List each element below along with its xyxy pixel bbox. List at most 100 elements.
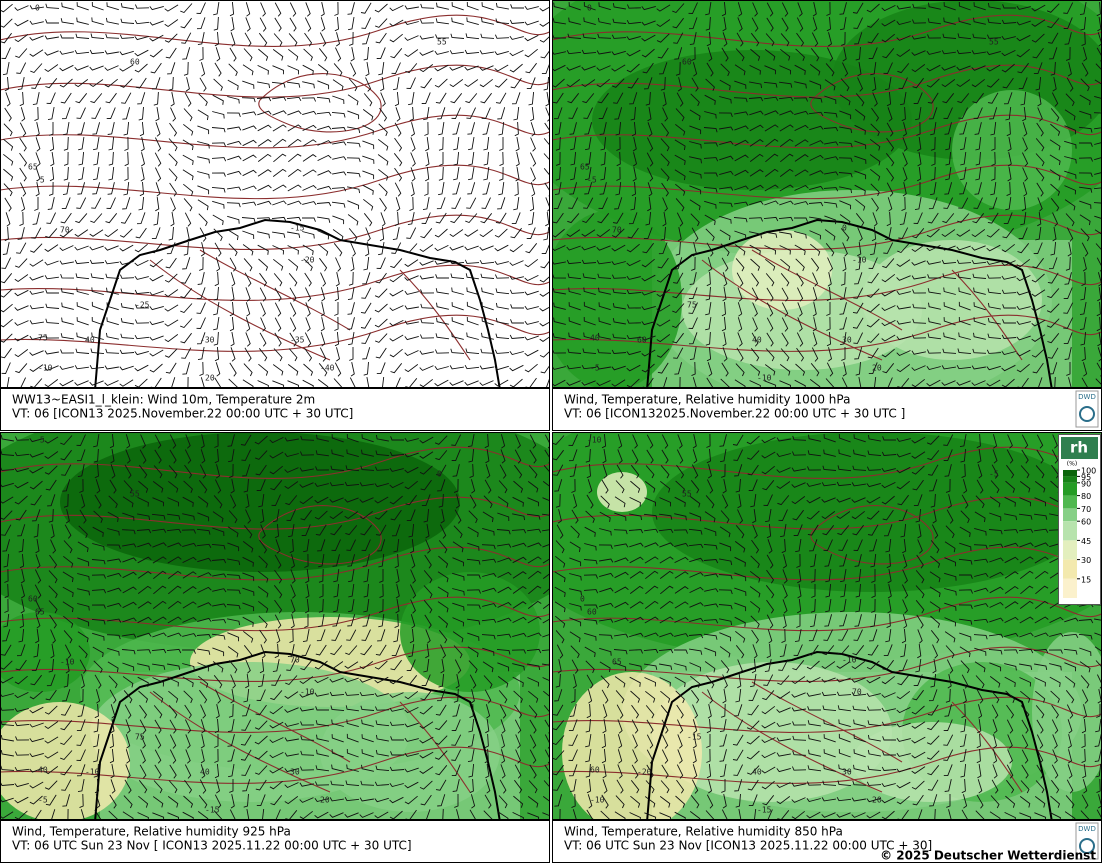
contour-label: 40 (38, 766, 48, 775)
contour-label: 0 (587, 4, 592, 13)
contour-label: -5 (989, 470, 999, 479)
contour-label: 40 (85, 336, 95, 345)
contour-label: 60 (130, 58, 140, 67)
map-frame (0, 432, 550, 820)
contour-label: -35 (290, 336, 305, 345)
contour-label: 40 (752, 336, 762, 345)
contour-label: -5 (38, 796, 48, 805)
wind-barbs (552, 1, 1102, 388)
contour-label: -10 (300, 688, 315, 697)
caption-title: WW13~EASI1_l_klein: Wind 10m, Temperatur… (12, 393, 315, 407)
map-panel: 0 55 60 65 -5 70 -10 -15 -20 -25 -30 -35 -40 75 40 20 WW… (0, 0, 550, 431)
legend-level-label: 95 (1081, 473, 1091, 482)
contour-label: 60 (590, 766, 600, 775)
contour-label: 60 (28, 595, 38, 604)
legend-swatch (1063, 470, 1077, 477)
legend-level-label: 60 (1081, 518, 1091, 527)
contour-label: 55 (437, 38, 447, 47)
humidity-area (562, 672, 702, 820)
contour-label: 65 (612, 658, 622, 667)
contour-label: 20 (872, 364, 882, 373)
legend-swatch (1063, 482, 1077, 496)
contour-label: 55 (682, 490, 692, 499)
legend-level-label: 15 (1081, 575, 1091, 584)
legend-swatch (1063, 521, 1077, 541)
contour-label: -10 (590, 796, 605, 805)
legend-swatch (1063, 578, 1077, 598)
legend-swatch (1063, 540, 1077, 560)
dwd-logo-text: DWD (1078, 393, 1096, 401)
caption-box (0, 820, 550, 863)
contour-label: -10 (60, 658, 75, 667)
humidity-area (400, 572, 540, 692)
contour-label: 20 (872, 796, 882, 805)
contour-label: -10 (757, 374, 772, 383)
contour-label: -20 (300, 256, 315, 265)
caption-title: Wind, Temperature, Relative humidity 100… (564, 393, 850, 407)
contour-label: 75 (38, 334, 48, 343)
map-panel: 0 55 60 65 -5 70 -5 0 -10 75 40 30 20 40 60 -10 Wind, Te… (552, 0, 1102, 431)
contour-label: 55 (989, 38, 999, 47)
contour-label: 70 (612, 226, 622, 235)
humidity-area (597, 472, 647, 512)
contour-label: 40 (200, 768, 210, 777)
contour-label: -10 (842, 656, 857, 665)
legend-level-label: 30 (1081, 556, 1091, 565)
dwd-logo-mark (1079, 838, 1095, 854)
contour-label: 70 (290, 656, 300, 665)
contour-label: 65 (580, 163, 590, 172)
contour-label: 60 (682, 58, 692, 67)
humidity-area (552, 210, 682, 388)
map-area: -5 0 55 60 65 -10 -5 70 -10 75 40 30 20 40 -10 -15 (0, 432, 550, 820)
legend-title: rh (1070, 439, 1088, 457)
contour-label: -15 (757, 806, 772, 815)
contour-label: -20 (637, 768, 652, 777)
humidity-area (60, 432, 460, 572)
caption-valid-time: VT: 06 UTC Sun 23 Nov [ICON13 2025.11.22… (564, 839, 932, 853)
caption-title: Wind, Temperature, Relative humidity 850… (564, 825, 843, 839)
caption-box (552, 388, 1102, 431)
legend-level-label: 45 (1081, 537, 1091, 546)
map-panel: -5 0 55 60 65 -10 -5 70 -10 75 40 30 20 40 -10 -15 Wind,… (0, 432, 550, 863)
coastline (94, 650, 501, 820)
wind-barbs (552, 433, 1102, 820)
caption-valid-time: VT: 06 [ICON132025.November.22 00:00 UTC… (564, 407, 905, 421)
contour-label: 60 (637, 336, 647, 345)
contour-label: 40 (752, 768, 762, 777)
legend-level-label: 90 (1081, 479, 1091, 488)
humidity-area (952, 90, 1072, 210)
contour-label: -15 (205, 806, 220, 815)
contour-label: 65 (28, 163, 38, 172)
map-area: 0 55 60 65 -5 70 -10 -15 -20 -25 -30 -35 -40 75 40 20 (0, 0, 550, 388)
contour-label: 75 (687, 301, 697, 310)
humidity-area (862, 240, 1042, 360)
caption-valid-time: VT: 06 UTC Sun 23 Nov [ ICON13 2025.11.2… (12, 839, 412, 853)
map-frame (552, 0, 1102, 388)
contour-label: 0 (842, 224, 847, 233)
legend-swatch (1063, 559, 1077, 579)
contour-label: -5 (35, 436, 45, 445)
contour-label: 70 (852, 688, 862, 697)
contour-label: -25 (135, 301, 150, 310)
copyright: © 2025 Deutscher Wetterdienst (880, 849, 1096, 863)
contour-label: 30 (842, 768, 852, 777)
contour-label: 75 (135, 733, 145, 742)
legend-swatch (1063, 476, 1077, 483)
legend-level-label: 80 (1081, 492, 1091, 501)
wind-barbs (0, 433, 550, 820)
contour-label: 20 (205, 374, 215, 383)
legend-level-label: 70 (1081, 505, 1091, 514)
map-frame (552, 432, 1102, 820)
contour-label: 0 (580, 595, 585, 604)
legend-level-label: 100 (1081, 467, 1096, 476)
contour-label: -30 (200, 336, 215, 345)
dwd-logo-mark (1079, 406, 1095, 422)
contour-label: 60 (587, 608, 597, 617)
humidity-area (320, 692, 500, 812)
caption-box (552, 820, 1102, 863)
contour-label: 0 (437, 470, 442, 479)
contour-label: 30 (842, 336, 852, 345)
